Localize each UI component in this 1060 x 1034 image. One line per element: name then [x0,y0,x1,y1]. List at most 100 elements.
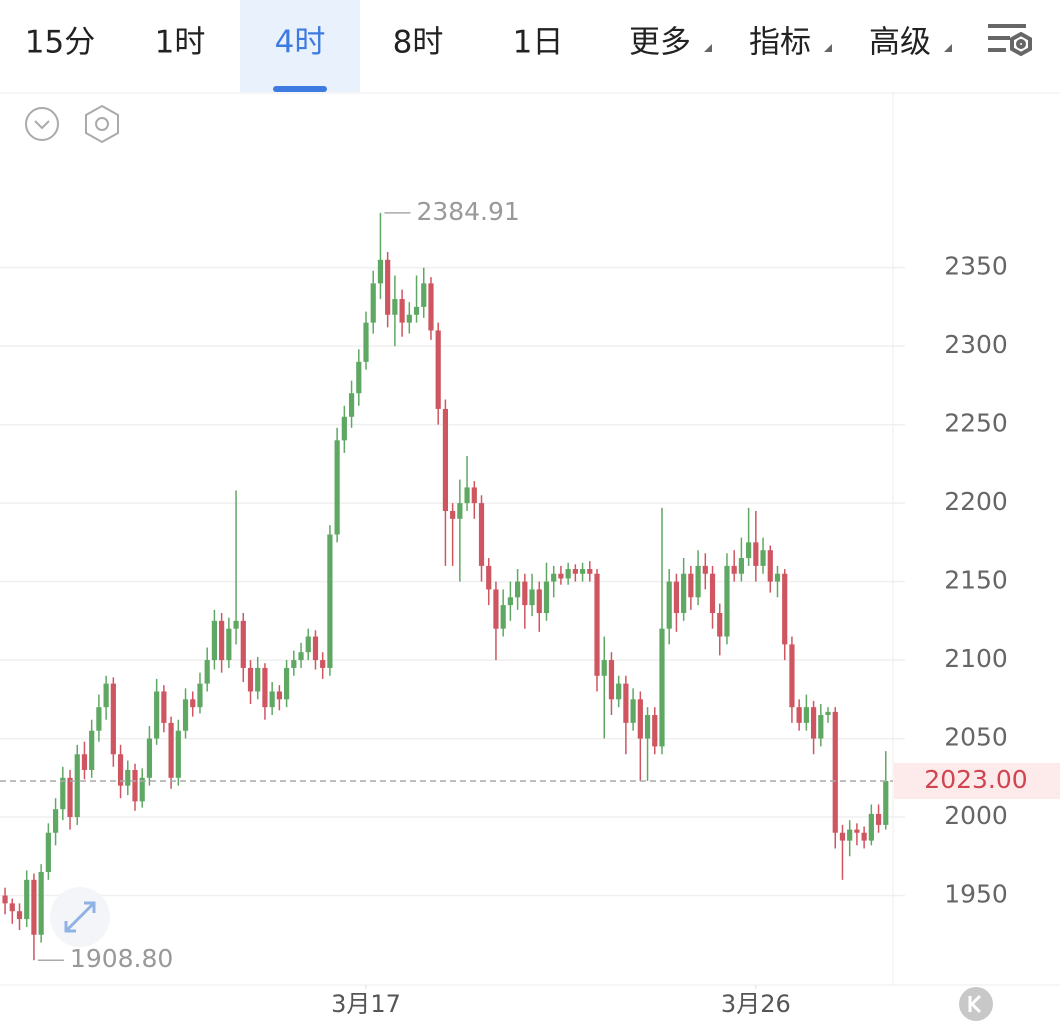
candle-body [565,569,571,579]
candle-body [731,565,737,574]
candle-body [825,711,831,716]
candle-body [197,683,203,708]
candle-body [457,503,463,519]
candle-body [623,683,629,723]
candle-body [226,628,232,661]
candle-body [500,605,506,629]
y-tick-label: 2350 [944,252,1008,281]
tab[interactable]: 15分 [25,25,95,61]
candle-body [832,711,838,833]
candle-body [847,829,853,841]
candle-body [182,699,189,731]
candle-body [38,871,44,935]
candle-body [724,565,730,637]
candle-body [608,660,615,700]
candle-body [348,393,355,417]
candle-body [558,573,564,579]
tab[interactable]: 1日 [513,25,564,61]
candle-body [868,813,874,841]
tab[interactable]: 指标 [749,25,811,61]
y-tick-label: 2200 [944,487,1008,516]
candle-body [767,550,773,582]
y-tick-label: 2300 [944,330,1008,359]
candle-body [276,691,282,700]
dropdown-marker [824,44,832,52]
candle-body [370,283,376,323]
candle-body [421,283,427,307]
collapse-icon[interactable] [25,107,59,141]
candle-body [413,306,420,315]
candle-body [637,699,643,739]
candle-body [269,691,275,708]
dropdown-marker [704,44,712,52]
tab[interactable]: 4时 [275,25,326,61]
last-price-label: 2023.00 [924,765,1027,794]
candle-body [377,259,384,284]
candle-body [139,777,145,802]
candle-body [392,299,398,315]
tab[interactable]: 1时 [155,25,206,61]
candle-body [428,283,434,331]
candle-body [334,440,340,535]
candle-body [464,487,470,504]
last-price-box [894,762,1060,799]
candle-body [854,829,860,833]
candle-body [435,330,441,409]
candle-body [543,581,550,613]
candle-body [175,730,181,778]
candle-body [103,683,109,708]
candle-body [630,699,636,723]
settings-hex-icon[interactable] [85,104,119,144]
y-tick-label: 2050 [944,723,1008,752]
candle-body [190,699,196,708]
candle-body [146,738,153,778]
settings-icon[interactable] [988,24,1032,57]
candle-body [110,683,116,755]
candle-body [486,565,492,590]
candle-body [789,644,795,708]
candle-body [883,780,889,825]
candle-body [709,573,716,613]
candle-body [168,722,174,778]
expand-icon[interactable] [50,887,110,947]
candle-body [89,730,95,770]
candle-body [399,299,405,323]
candle-body [515,581,521,598]
candle-body [594,573,600,676]
scroll-latest-button[interactable] [959,987,993,1021]
candle-body [818,715,824,739]
candle-body [45,832,51,872]
tab[interactable]: 高级 [869,25,931,61]
candle-body [774,573,781,582]
tab[interactable]: 更多 [629,25,691,61]
candle-body [522,581,528,606]
candle-body [659,628,665,747]
candle-body [796,707,802,723]
candle-body [738,558,744,574]
candle-body [52,809,59,833]
candle-body [507,597,513,606]
candle-body [211,620,218,661]
candle-body [60,777,66,810]
tab[interactable]: 8时 [393,25,444,61]
dropdown-marker [944,44,952,52]
candle-body [666,581,672,629]
candle-body [283,667,290,700]
candle-body [255,667,261,692]
candle-body [312,636,319,661]
annotation-label: 1908.80 [70,944,173,973]
candle-body [132,769,138,802]
annotation-label: 2384.91 [416,197,519,226]
candle-body [320,660,326,668]
candle-body [644,715,651,739]
y-tick-label: 2150 [944,566,1008,595]
plot: 1950 2000 2050 2100 2150 2200 2250 2300 2350 3月17… [0,197,1060,1018]
candle-body [125,769,131,786]
candle-body [782,573,788,645]
candle-body [247,667,254,692]
candle-body [240,620,246,668]
candle-body [233,620,239,629]
candle-body [2,895,8,904]
candle-body [24,879,30,920]
